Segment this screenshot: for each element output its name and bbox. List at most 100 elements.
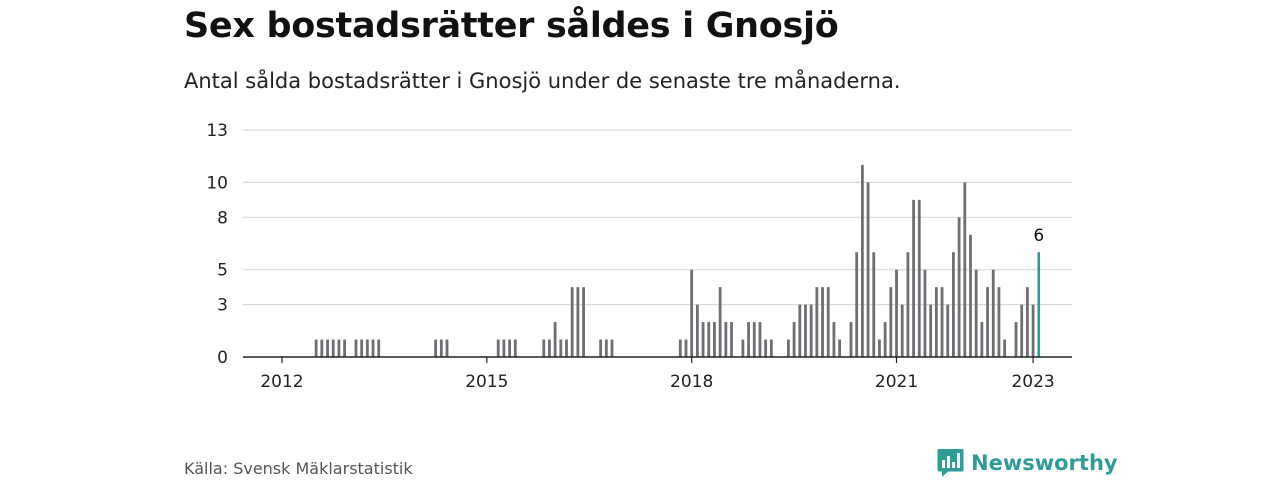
- x-tick-label: 2023: [1011, 372, 1054, 392]
- bar: [747, 322, 750, 357]
- bar: [855, 252, 859, 357]
- bar: [707, 322, 711, 357]
- bar: [946, 304, 950, 357]
- bar: [980, 322, 984, 357]
- bar: [872, 252, 876, 357]
- bar: [900, 304, 904, 357]
- bar: [434, 339, 438, 357]
- bar: [570, 287, 574, 357]
- bar: [730, 322, 733, 357]
- y-tick-label: 0: [217, 348, 228, 368]
- bar: [889, 287, 893, 357]
- bar: [684, 339, 688, 357]
- bar: [991, 269, 995, 357]
- bar: [320, 339, 324, 357]
- bar: [360, 339, 364, 357]
- bar: [314, 339, 318, 357]
- bar: [957, 217, 961, 357]
- grid-lines: [243, 129, 1072, 306]
- bar: [798, 304, 802, 357]
- bar: [929, 304, 933, 357]
- bar: [963, 182, 967, 357]
- bar: [1014, 322, 1018, 357]
- x-tick-label: 2012: [260, 372, 303, 392]
- bar: [690, 269, 694, 357]
- bar: [997, 287, 1001, 357]
- bar: [377, 339, 381, 357]
- bar: [548, 339, 551, 357]
- bar: [969, 234, 972, 357]
- bar: [337, 339, 341, 357]
- bar: [695, 304, 699, 357]
- bar: [445, 339, 449, 357]
- bar: [582, 287, 585, 357]
- bar: [599, 339, 603, 357]
- bar: [559, 339, 563, 357]
- bar: [1025, 287, 1029, 357]
- newsworthy-logo-icon: [937, 448, 964, 482]
- bar: [701, 322, 705, 357]
- bar: [787, 339, 790, 357]
- bar: [513, 339, 517, 357]
- bar: [764, 339, 768, 357]
- bar-highlight: [1037, 252, 1041, 357]
- y-tick-label: 5: [217, 261, 228, 281]
- bar: [804, 304, 807, 357]
- y-tick-label: 10: [206, 173, 228, 193]
- bar: [508, 339, 511, 357]
- y-tick-label: 8: [217, 208, 228, 228]
- bar: [343, 339, 346, 357]
- bar: [365, 339, 369, 357]
- y-tick-label: 13: [206, 121, 228, 141]
- bar: [542, 339, 546, 357]
- bar: [826, 287, 830, 357]
- bar: [821, 287, 824, 357]
- source-note: Källa: Svensk Mäklarstatistik: [184, 459, 413, 478]
- bar: [713, 322, 716, 357]
- bar: [838, 339, 842, 357]
- brand-name: Newsworthy: [971, 451, 1118, 475]
- bar: [934, 287, 938, 357]
- bar: [610, 339, 614, 357]
- data-labels: 6: [1033, 226, 1044, 246]
- bar: [326, 339, 329, 357]
- x-axis: 2012 2015 2018 2021 2023: [243, 356, 1072, 392]
- bar: [815, 287, 819, 357]
- bar: [792, 322, 796, 357]
- bar: [758, 322, 762, 357]
- bar: [354, 339, 358, 357]
- chart-title: Sex bostadsrätter såldes i Gnosjö: [184, 6, 839, 46]
- bar: [809, 304, 813, 357]
- bar: [718, 287, 722, 357]
- bar: [952, 252, 955, 357]
- bar: [832, 322, 836, 357]
- bar: [724, 322, 728, 357]
- bar: [741, 339, 745, 357]
- latest-value-label: 6: [1033, 226, 1044, 246]
- bar: [496, 339, 500, 357]
- bar: [752, 322, 756, 357]
- chart-subtitle: Antal sålda bostadsrätter i Gnosjö under…: [184, 69, 901, 93]
- bar: [878, 339, 881, 357]
- bar: [502, 339, 506, 357]
- bar: [331, 339, 335, 357]
- bar: [371, 339, 375, 357]
- bar: [917, 199, 921, 357]
- bar: [553, 322, 557, 357]
- x-tick-label: 2021: [875, 372, 918, 392]
- bar: [883, 322, 887, 357]
- bar: [906, 252, 910, 357]
- bar: [769, 339, 773, 357]
- bar: [565, 339, 568, 357]
- bar: [1031, 304, 1035, 357]
- bar: [974, 269, 978, 357]
- bar: [923, 269, 927, 357]
- bar: [940, 287, 944, 357]
- brand-logo[interactable]: Newsworthy: [937, 448, 1118, 482]
- bar: [604, 339, 608, 357]
- x-tick-label: 2018: [670, 372, 713, 392]
- x-tick-label: 2015: [465, 372, 508, 392]
- y-axis: 0 3 5 8 10 13: [206, 121, 228, 368]
- bar: [895, 269, 898, 357]
- bar: [912, 199, 915, 357]
